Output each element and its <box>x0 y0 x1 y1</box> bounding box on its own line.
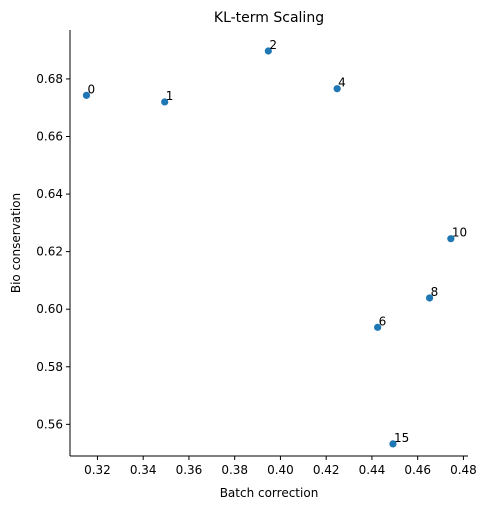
data-point <box>161 98 169 106</box>
data-point-label: 10 <box>452 226 467 240</box>
x-axis-label: Batch correction <box>220 486 319 500</box>
y-tick-label: 0.58 <box>36 360 63 374</box>
data-point-label: 6 <box>379 314 387 328</box>
data-point <box>82 91 91 99</box>
data-point <box>447 235 455 243</box>
plot-area: 0 1 2 4 6 8 10 15 <box>82 38 467 448</box>
data-point-label: 15 <box>394 431 409 445</box>
data-point-label: 2 <box>269 38 277 52</box>
data-point <box>333 85 341 93</box>
y-axis-ticks: 0.56 0.58 0.60 0.62 0.64 0.66 0.68 <box>36 72 70 431</box>
data-point <box>425 294 434 302</box>
data-point-label: 4 <box>338 76 346 90</box>
x-tick-label: 0.36 <box>176 463 203 477</box>
x-tick-label: 0.48 <box>450 463 477 477</box>
x-tick-label: 0.46 <box>404 463 431 477</box>
y-tick-label: 0.66 <box>36 130 63 144</box>
x-tick-label: 0.44 <box>359 463 386 477</box>
y-tick-label: 0.60 <box>36 302 63 316</box>
data-point <box>264 47 272 55</box>
data-point <box>374 323 382 331</box>
data-point-label: 8 <box>431 285 439 299</box>
x-tick-label: 0.40 <box>267 463 294 477</box>
data-point-label: 0 <box>87 82 95 96</box>
y-tick-label: 0.62 <box>36 245 63 259</box>
x-tick-label: 0.32 <box>84 463 111 477</box>
data-point <box>389 440 397 448</box>
x-tick-label: 0.42 <box>313 463 340 477</box>
x-axis-ticks: 0.32 0.34 0.36 0.38 0.40 0.42 0.44 0.46 0.48 <box>84 456 477 477</box>
x-tick-label: 0.38 <box>221 463 248 477</box>
y-tick-label: 0.64 <box>36 187 63 201</box>
data-point-label: 1 <box>166 89 174 103</box>
y-axis-label: Bio conservation <box>9 193 23 293</box>
x-tick-label: 0.34 <box>130 463 157 477</box>
y-tick-label: 0.68 <box>36 72 63 86</box>
y-tick-label: 0.56 <box>36 417 63 431</box>
chart-title: KL-term Scaling <box>214 10 324 26</box>
